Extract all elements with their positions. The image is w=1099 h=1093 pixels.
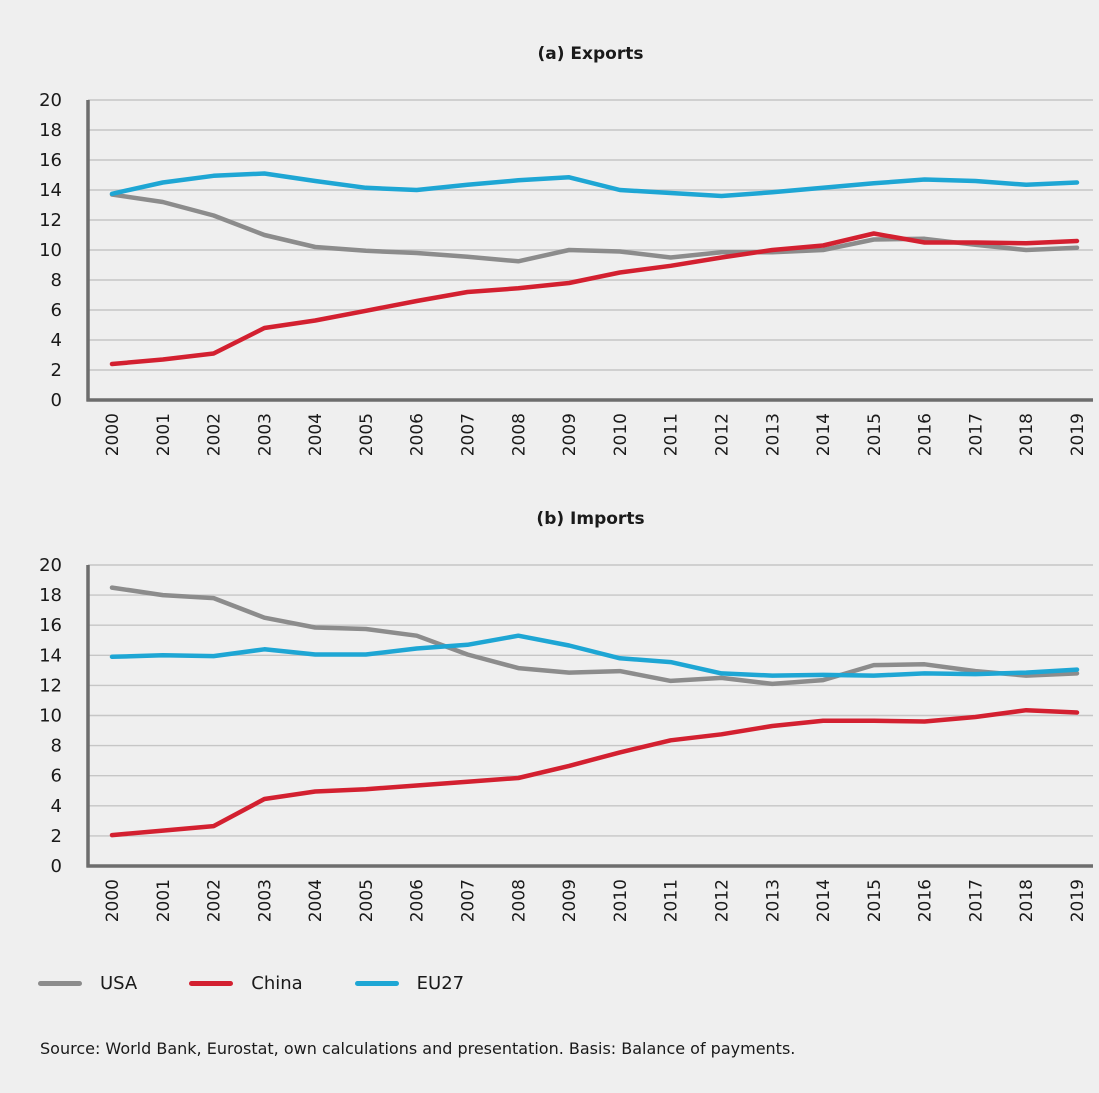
exports-y-tick-label: 12 [39,210,62,231]
imports-series-eu27 [109,633,1080,678]
exports-y-tick-label: 0 [51,390,62,411]
imports-x-tick-label: 2011 [662,879,682,922]
exports-y-tick-label: 14 [39,180,62,201]
imports-series-china [109,707,1080,838]
imports-x-tick-label: 2008 [509,879,529,922]
legend-swatch-china [189,980,234,986]
imports-x-tick-label: 2010 [611,879,631,922]
imports-panel: (b) Imports 0 2 4 6 8 10 12 14 16 18 20 2000 2001 2002… [39,509,1093,922]
exports-y-tick-label: 8 [51,270,62,291]
exports-y-tick-label: 4 [51,330,62,351]
exports-y-tick-label: 2 [51,360,62,381]
imports-x-tick-label: 2000 [103,879,123,922]
exports-x-tick-label: 2001 [154,413,174,456]
exports-series-china [109,231,1080,367]
exports-x-tick-label: 2018 [1017,413,1037,456]
imports-x-tick-label: 2016 [916,879,936,922]
exports-y-tick-label: 10 [39,240,62,261]
exports-x-tick-label: 2006 [408,413,428,456]
imports-y-tick-label: 10 [39,706,62,727]
exports-x-tick-label: 2013 [763,413,783,456]
imports-y-tick-label: 20 [39,555,62,576]
exports-x-tick-label: 2019 [1068,413,1088,456]
imports-y-tick-label: 8 [51,736,62,757]
legend-label-usa: USA [100,972,138,994]
imports-x-tick-label: 2019 [1068,879,1088,922]
exports-x-tick-label: 2017 [966,413,986,456]
imports-x-tick-label: 2015 [865,879,885,922]
exports-panel: (a) Exports 0 2 4 6 8 10 12 14 16 18 20 2000 2001 2002… [39,44,1093,456]
imports-y-tick-label: 14 [39,645,62,666]
exports-y-tick-label: 6 [51,300,62,321]
imports-y-tick-label: 4 [51,796,62,817]
imports-x-tick-label: 2018 [1017,879,1037,922]
imports-x-tick-label: 2001 [154,879,174,922]
exports-x-tick-label: 2016 [916,413,936,456]
exports-x-tick-label: 2000 [103,413,123,456]
imports-x-tick-label: 2004 [306,879,326,922]
imports-x-tick-label: 2006 [408,879,428,922]
exports-x-tick-label: 2005 [357,413,377,456]
imports-x-tick-label: 2017 [966,879,986,922]
legend: USA China EU27 [38,970,516,996]
imports-y-tick-label: 16 [39,615,62,636]
legend-item-eu27: EU27 [354,972,465,994]
exports-title: (a) Exports [538,44,644,64]
imports-x-tick-label: 2014 [814,879,834,922]
legend-swatch-eu27 [354,980,399,986]
exports-x-tick-label: 2002 [205,413,225,456]
legend-item-usa: USA [38,973,137,994]
imports-y-tick-label: 0 [51,856,62,877]
exports-x-tick-label: 2014 [814,413,834,456]
imports-y-tick-label: 2 [51,826,62,847]
exports-series-usa [109,192,1080,264]
imports-x-tick-label: 2007 [459,879,479,922]
exports-x-tick-label: 2012 [712,413,732,456]
imports-y-tick-label: 18 [39,585,62,606]
imports-x-tick-label: 2003 [255,879,275,922]
exports-y-tick-label: 20 [39,90,62,111]
exports-x-tick-label: 2003 [255,413,275,456]
exports-x-tick-label: 2007 [459,413,479,456]
imports-x-tick-label: 2002 [205,879,225,922]
exports-x-tick-label: 2008 [509,413,529,456]
exports-x-tick-label: 2011 [662,413,682,456]
source-note: Source: World Bank, Eurostat, own calcul… [40,1039,796,1058]
exports-x-tick-label: 2009 [560,413,580,456]
imports-title: (b) Imports [536,509,644,529]
exports-y-tick-label: 18 [39,120,62,141]
imports-x-tick-label: 2005 [357,879,377,922]
imports-x-tick-label: 2012 [712,879,732,922]
legend-swatch-usa [38,980,82,986]
imports-y-tick-label: 12 [39,675,62,696]
exports-series-eu27 [109,171,1080,199]
exports-x-tick-label: 2015 [865,413,885,456]
exports-x-tick-label: 2004 [306,413,326,456]
imports-x-tick-label: 2013 [763,879,783,922]
imports-series-usa [109,585,1080,687]
legend-item-china: China [189,972,303,994]
exports-x-tick-label: 2010 [611,413,631,456]
imports-y-tick-label: 6 [51,766,62,787]
legend-label-china: China [251,972,303,994]
imports-x-tick-label: 2009 [560,879,580,922]
legend-label-eu27: EU27 [416,972,465,994]
exports-y-tick-label: 16 [39,150,62,171]
